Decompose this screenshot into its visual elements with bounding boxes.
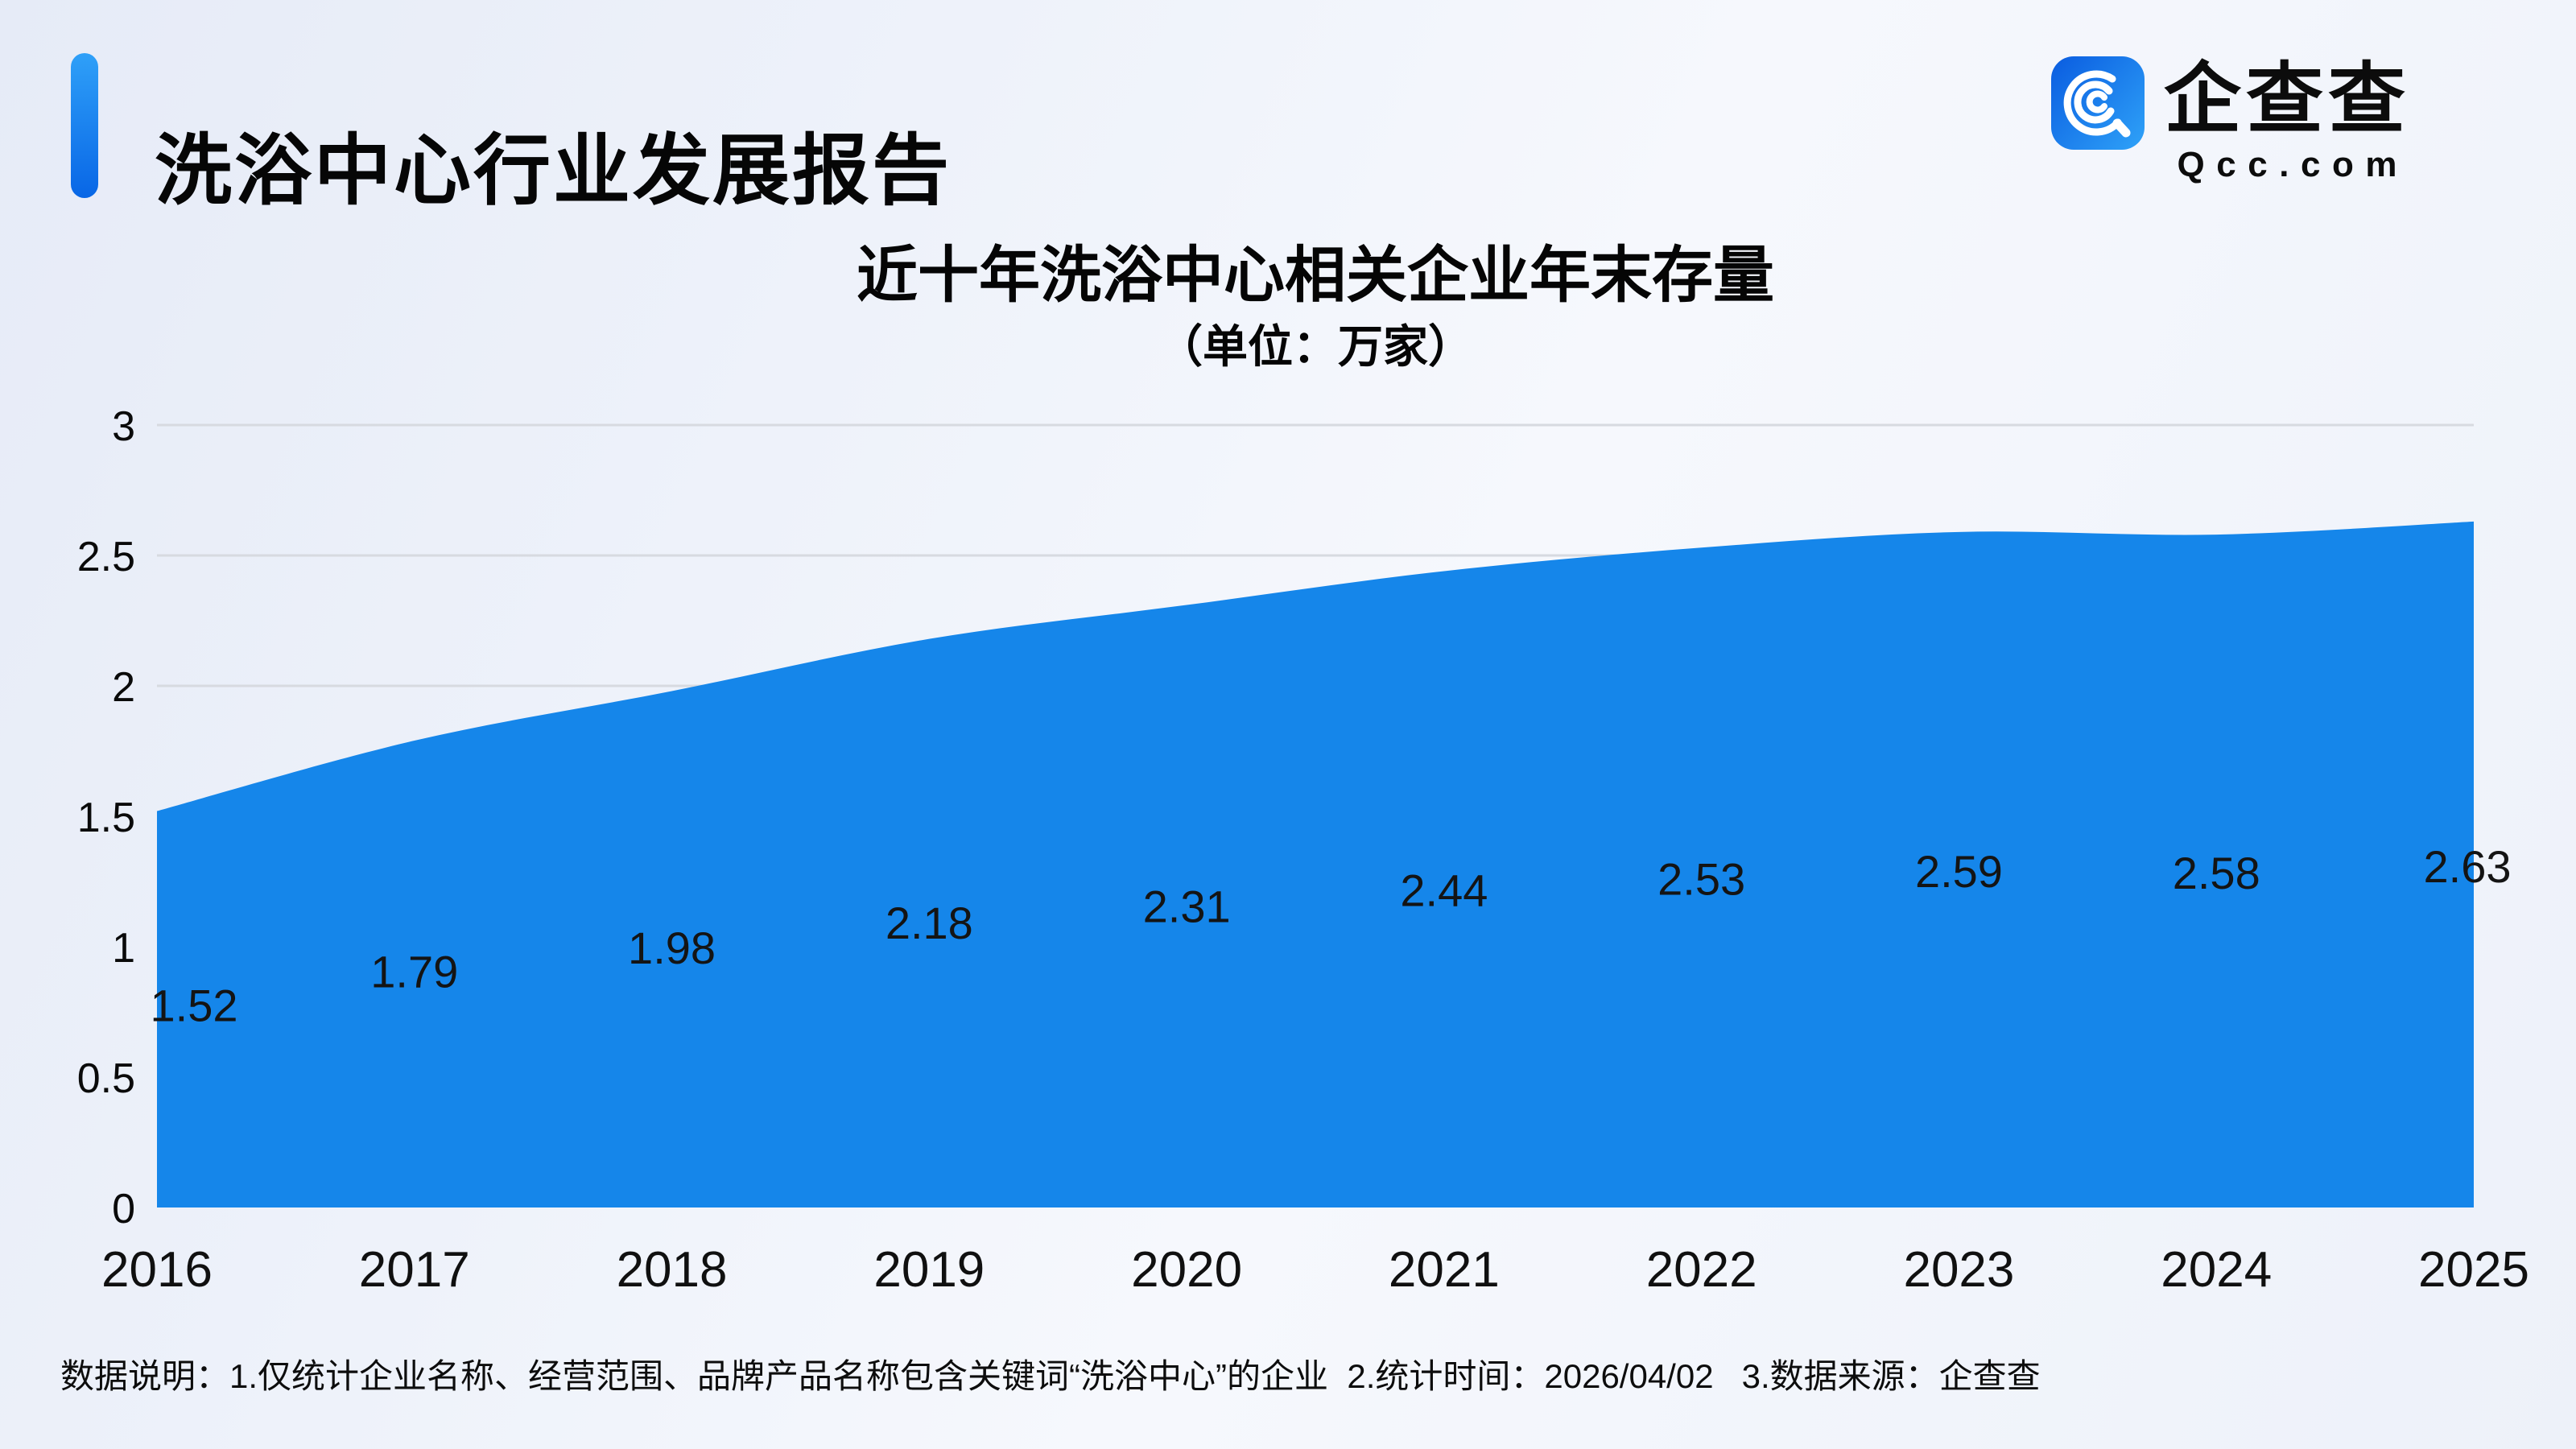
chart-subtitle: （单位：万家）: [1158, 321, 1473, 372]
value-label: 1.98: [628, 923, 716, 973]
x-tick-label: 2022: [1646, 1242, 1757, 1298]
title-accent-bar: [71, 53, 98, 198]
y-tick-label: 0: [112, 1186, 135, 1232]
value-label: 1.79: [370, 947, 458, 997]
x-tick-label: 2024: [2161, 1242, 2272, 1298]
value-label: 2.59: [1915, 846, 2003, 897]
x-tick-label: 2017: [359, 1242, 470, 1298]
value-label: 2.53: [1657, 854, 1745, 905]
x-tick-label: 2021: [1389, 1242, 1500, 1298]
x-tick-label: 2019: [873, 1242, 985, 1298]
x-tick-label: 2016: [101, 1242, 213, 1298]
area-series: [157, 521, 2474, 1208]
x-tick-label: 2023: [1903, 1242, 2014, 1298]
x-tick-label: 2018: [617, 1242, 728, 1298]
data-notes: 数据说明：1.仅统计企业名称、经营范围、品牌产品名称包含关键词“洗浴中心”的企业…: [60, 1357, 2041, 1395]
qcc-domain: Qcc.com: [2177, 144, 2409, 184]
y-tick-label: 3: [112, 403, 135, 450]
value-label: 2.31: [1143, 881, 1231, 932]
qcc-logo-text: 企查查 Qcc.com: [2164, 56, 2410, 185]
y-tick-label: 1.5: [77, 795, 135, 841]
y-tick-label: 1: [112, 925, 135, 972]
chart-title: 近十年洗浴中心相关企业年末存量: [857, 242, 1774, 310]
page-title: 洗浴中心行业发展报告: [155, 128, 952, 215]
value-label: 1.52: [151, 980, 238, 1031]
value-label: 2.18: [886, 898, 973, 948]
value-label: 2.58: [2173, 848, 2260, 898]
x-tick-label: 2025: [2418, 1242, 2529, 1298]
value-label: 2.44: [1400, 865, 1488, 916]
qcc-logo: 企查查 Qcc.com: [2051, 56, 2410, 185]
y-tick-label: 0.5: [77, 1055, 135, 1102]
x-tick-label: 2020: [1131, 1242, 1242, 1298]
value-label: 2.63: [2424, 841, 2512, 892]
y-tick-label: 2.5: [77, 534, 135, 580]
y-tick-label: 2: [112, 664, 135, 711]
qcc-logo-icon: [2051, 56, 2145, 150]
qcc-brand-name: 企查查: [2164, 56, 2410, 142]
